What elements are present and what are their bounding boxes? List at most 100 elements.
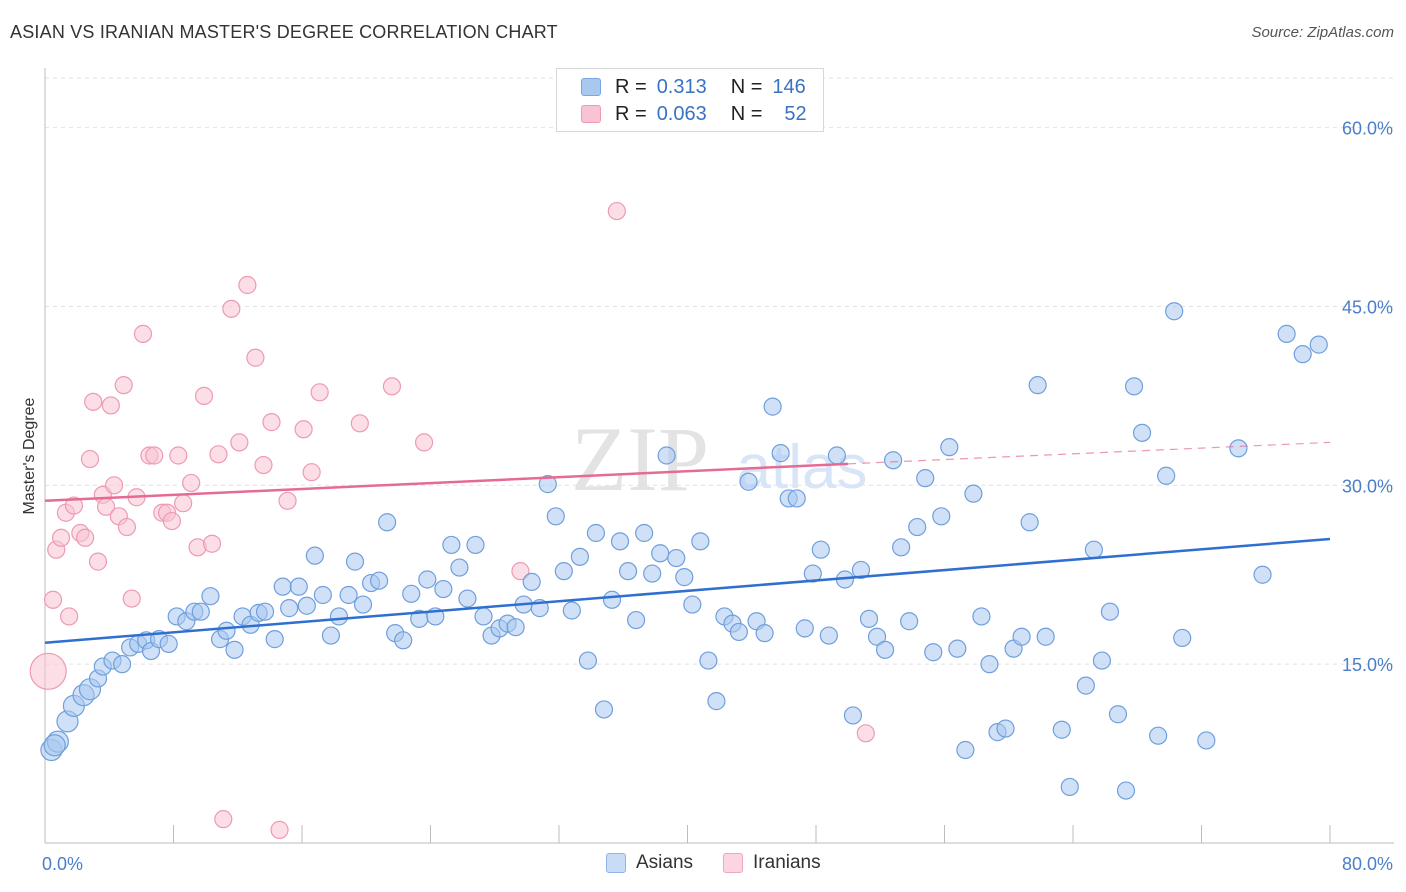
data-point-asians <box>1309 335 1328 354</box>
data-point-iranians <box>278 491 297 510</box>
grid-lines <box>45 77 1394 665</box>
x-tick-label: 0.0% <box>42 854 83 874</box>
data-point-asians <box>297 596 316 615</box>
data-point-iranians <box>117 517 137 537</box>
data-point-asians <box>434 579 453 599</box>
legend-r-value: 0.313 <box>656 75 707 98</box>
data-point-asians <box>675 568 694 587</box>
data-point-asians <box>956 740 975 760</box>
data-point-asians <box>1076 676 1095 695</box>
legend-item-iranians[interactable]: Iranians <box>723 852 821 874</box>
data-point-asians <box>159 634 178 653</box>
data-point-asians <box>570 547 589 566</box>
legend-r-label: R = <box>615 75 647 98</box>
data-point-asians <box>843 706 863 725</box>
data-point-asians <box>1036 627 1055 646</box>
data-point-asians <box>562 601 581 620</box>
data-point-asians <box>892 538 911 557</box>
data-point-asians <box>859 609 879 628</box>
data-point-asians <box>289 577 308 596</box>
data-point-iranians <box>194 386 214 405</box>
data-point-asians <box>1116 781 1136 800</box>
data-point-iranians <box>43 590 63 609</box>
data-point-asians <box>1277 324 1296 343</box>
data-point-iranians <box>76 528 95 547</box>
data-point-asians <box>1157 466 1176 485</box>
legend-row-asians: R = 0.313 N = 146 <box>581 74 806 100</box>
data-point-iranians <box>209 445 228 464</box>
legend-swatch-asians <box>606 853 626 873</box>
series-legend: Asians Iranians <box>606 852 851 874</box>
data-point-asians <box>819 626 838 645</box>
data-point-iranians <box>104 476 124 495</box>
data-point-iranians <box>174 494 193 513</box>
data-point-iranians <box>254 455 273 475</box>
data-point-asians <box>924 643 943 662</box>
data-point-asians <box>618 562 638 581</box>
data-point-asians <box>339 585 358 605</box>
data-point-asians <box>1132 423 1152 442</box>
data-point-asians <box>191 602 210 621</box>
axes <box>44 68 1394 844</box>
data-point-asians <box>522 572 541 591</box>
data-point-asians <box>1253 565 1272 584</box>
data-point-iranians <box>59 607 79 626</box>
data-point-asians <box>1293 345 1312 364</box>
data-point-asians <box>1012 627 1031 646</box>
data-point-iranians <box>246 348 265 367</box>
data-point-asians <box>683 595 702 614</box>
data-point-iranians <box>162 511 181 531</box>
legend-swatch-iranians <box>581 105 601 123</box>
data-point-iranians <box>262 413 281 432</box>
watermark: ZIP atlas <box>571 408 867 510</box>
data-point-asians <box>225 640 244 659</box>
data-point-asians <box>980 655 999 674</box>
data-point-asians <box>1092 651 1112 670</box>
data-point-iranians <box>230 433 249 452</box>
correlation-legend: R = 0.313 N = 146 R = 0.063 N = 52 <box>556 68 824 132</box>
data-point-iranians <box>238 275 257 295</box>
data-point-asians <box>586 523 606 543</box>
legend-r-value: 0.063 <box>656 102 707 125</box>
data-point-iranians <box>64 496 84 515</box>
data-point-asians <box>657 446 676 465</box>
data-point-asians <box>875 640 895 659</box>
data-point-asians <box>948 639 967 658</box>
data-point-iranians <box>856 724 875 743</box>
trend-line-iranians-extension <box>848 441 1331 465</box>
data-point-asians <box>996 719 1015 738</box>
data-point-asians <box>554 562 573 581</box>
legend-item-asians[interactable]: Asians <box>606 852 693 874</box>
data-point-iranians <box>84 392 103 411</box>
data-point-asians <box>594 700 614 719</box>
legend-r-label: R = <box>615 102 647 125</box>
data-point-asians <box>1020 513 1039 532</box>
data-point-asians <box>602 590 622 609</box>
data-point-asians <box>353 595 373 614</box>
data-point-iranians <box>88 552 108 571</box>
data-point-asians <box>1084 540 1103 559</box>
data-point-asians <box>739 472 758 491</box>
chart-title: ASIAN VS IRANIAN MASTER'S DEGREE CORRELA… <box>10 22 558 42</box>
data-point-iranians <box>122 589 141 608</box>
data-point-asians <box>811 540 830 559</box>
trend-lines <box>44 441 1331 644</box>
data-point-asians <box>506 618 525 637</box>
data-point-iranians <box>350 414 369 433</box>
watermark-zip: ZIP <box>571 408 709 510</box>
data-point-asians <box>265 630 284 649</box>
legend-swatch-iranians <box>723 853 744 873</box>
y-tick-label: 30.0% <box>1342 476 1393 496</box>
data-point-asians <box>450 558 469 577</box>
data-point-iranians <box>51 528 71 547</box>
data-point-asians <box>345 552 365 571</box>
data-point-asians <box>112 655 132 674</box>
data-point-iranians <box>101 396 120 415</box>
data-point-asians <box>273 577 292 596</box>
data-point-asians <box>635 523 654 543</box>
data-point-asians <box>313 585 332 605</box>
data-point-asians <box>851 560 871 580</box>
data-point-asians <box>803 564 822 583</box>
data-point-asians <box>474 607 493 626</box>
trend-line-asians <box>44 537 1331 644</box>
